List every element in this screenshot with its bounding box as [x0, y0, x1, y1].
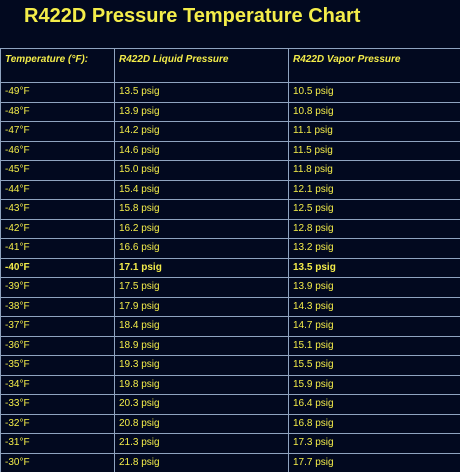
liquid-pressure-cell: 13.5 psig	[114, 82, 289, 103]
temperature-cell: -30°F	[0, 452, 115, 472]
liquid-pressure-cell: 16.6 psig	[114, 238, 289, 259]
liquid-pressure-cell: 18.4 psig	[114, 316, 289, 337]
temperature-cell: -32°F	[0, 413, 115, 434]
table-row: -38°F 17.9 psig 14.3 psig	[0, 296, 460, 317]
table-row: -32°F 20.8 psig 16.8 psig	[0, 413, 460, 434]
temperature-cell: -37°F	[0, 316, 115, 337]
table-row: -45°F 15.0 psig 11.8 psig	[0, 160, 460, 181]
table-row: -49°F 13.5 psig 10.5 psig	[0, 82, 460, 103]
liquid-pressure-cell: 14.2 psig	[114, 121, 289, 142]
temperature-cell: -40°F	[0, 257, 115, 278]
liquid-pressure-cell: 15.0 psig	[114, 160, 289, 181]
vapor-pressure-cell: 11.8 psig	[288, 160, 460, 181]
table-row: -46°F 14.6 psig 11.5 psig	[0, 140, 460, 161]
vapor-pressure-cell: 14.7 psig	[288, 316, 460, 337]
liquid-pressure-cell: 17.5 psig	[114, 277, 289, 298]
liquid-pressure-cell: 17.1 psig	[114, 257, 289, 278]
liquid-pressure-cell: 14.6 psig	[114, 140, 289, 161]
chart-title: R422D Pressure Temperature Chart	[24, 5, 361, 27]
temperature-cell: -44°F	[0, 179, 115, 200]
liquid-pressure-cell: 19.8 psig	[114, 374, 289, 395]
temperature-cell: -48°F	[0, 101, 115, 122]
temperature-cell: -49°F	[0, 82, 115, 103]
vapor-pressure-cell: 13.9 psig	[288, 277, 460, 298]
table-row: -42°F 16.2 psig 12.8 psig	[0, 218, 460, 239]
vapor-pressure-cell: 12.1 psig	[288, 179, 460, 200]
temperature-column-header: Temperature (°F):	[0, 48, 115, 83]
temperature-cell: -36°F	[0, 335, 115, 356]
liquid-pressure-cell: 20.8 psig	[114, 413, 289, 434]
vapor-pressure-cell: 10.5 psig	[288, 82, 460, 103]
table-row: -43°F 15.8 psig 12.5 psig	[0, 199, 460, 220]
temperature-cell: -33°F	[0, 394, 115, 415]
liquid-pressure-cell: 21.8 psig	[114, 452, 289, 472]
table-row: -40°F 17.1 psig 13.5 psig	[0, 257, 460, 278]
title-bar: R422D Pressure Temperature Chart	[0, 0, 460, 48]
vapor-pressure-cell: 16.4 psig	[288, 394, 460, 415]
table-row: -37°F 18.4 psig 14.7 psig	[0, 316, 460, 337]
vapor-pressure-cell: 15.1 psig	[288, 335, 460, 356]
vapor-pressure-cell: 13.2 psig	[288, 238, 460, 259]
temperature-cell: -34°F	[0, 374, 115, 395]
table-row: -34°F 19.8 psig 15.9 psig	[0, 374, 460, 395]
liquid-pressure-cell: 18.9 psig	[114, 335, 289, 356]
vapor-pressure-cell: 17.3 psig	[288, 433, 460, 454]
liquid-pressure-cell: 15.4 psig	[114, 179, 289, 200]
table-row: -35°F 19.3 psig 15.5 psig	[0, 355, 460, 376]
liquid-pressure-cell: 21.3 psig	[114, 433, 289, 454]
table-row: -47°F 14.2 psig 11.1 psig	[0, 121, 460, 142]
vapor-pressure-cell: 15.9 psig	[288, 374, 460, 395]
vapor-pressure-cell: 13.5 psig	[288, 257, 460, 278]
liquid-pressure-cell: 15.8 psig	[114, 199, 289, 220]
vapor-pressure-cell: 11.1 psig	[288, 121, 460, 142]
table-row: -33°F 20.3 psig 16.4 psig	[0, 394, 460, 415]
temperature-cell: -41°F	[0, 238, 115, 259]
liquid-pressure-cell: 13.9 psig	[114, 101, 289, 122]
liquid-pressure-cell: 17.9 psig	[114, 296, 289, 317]
temperature-cell: -43°F	[0, 199, 115, 220]
liquid-pressure-column-header: R422D Liquid Pressure	[114, 48, 289, 83]
temperature-cell: -45°F	[0, 160, 115, 181]
vapor-pressure-cell: 17.7 psig	[288, 452, 460, 472]
vapor-pressure-cell: 12.5 psig	[288, 199, 460, 220]
temperature-cell: -38°F	[0, 296, 115, 317]
liquid-pressure-cell: 19.3 psig	[114, 355, 289, 376]
vapor-pressure-column-header: R422D Vapor Pressure	[288, 48, 460, 83]
table-row: -48°F 13.9 psig 10.8 psig	[0, 101, 460, 122]
liquid-pressure-cell: 20.3 psig	[114, 394, 289, 415]
liquid-pressure-cell: 16.2 psig	[114, 218, 289, 239]
temperature-cell: -39°F	[0, 277, 115, 298]
table-row: -44°F 15.4 psig 12.1 psig	[0, 179, 460, 200]
temperature-cell: -47°F	[0, 121, 115, 142]
temperature-cell: -42°F	[0, 218, 115, 239]
vapor-pressure-cell: 15.5 psig	[288, 355, 460, 376]
vapor-pressure-cell: 12.8 psig	[288, 218, 460, 239]
vapor-pressure-cell: 16.8 psig	[288, 413, 460, 434]
temperature-cell: -31°F	[0, 433, 115, 454]
table-row: -39°F 17.5 psig 13.9 psig	[0, 277, 460, 298]
table-row: -30°F 21.8 psig 17.7 psig	[0, 452, 460, 472]
vapor-pressure-cell: 10.8 psig	[288, 101, 460, 122]
vapor-pressure-cell: 14.3 psig	[288, 296, 460, 317]
table-row: -36°F 18.9 psig 15.1 psig	[0, 335, 460, 356]
table-row: -31°F 21.3 psig 17.3 psig	[0, 433, 460, 454]
temperature-cell: -46°F	[0, 140, 115, 161]
table-header-row: Temperature (°F): R422D Liquid Pressure …	[0, 48, 460, 83]
table-row: -41°F 16.6 psig 13.2 psig	[0, 238, 460, 259]
pressure-table: Temperature (°F): R422D Liquid Pressure …	[0, 48, 460, 472]
temperature-cell: -35°F	[0, 355, 115, 376]
vapor-pressure-cell: 11.5 psig	[288, 140, 460, 161]
